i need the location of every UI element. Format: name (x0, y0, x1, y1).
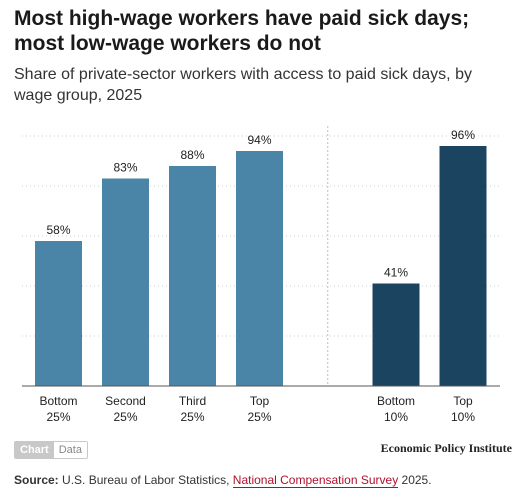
category-label: 25% (247, 410, 271, 424)
bar-chart: 58% Bottom 25% 83% Second 25% 88% Third 25% 94% To… (22, 126, 500, 424)
bar (169, 166, 216, 386)
data-label: 88% (180, 148, 204, 162)
source-prefix: Source: (14, 473, 59, 487)
brand-logo: Economic Policy Institute (380, 441, 512, 455)
bar (439, 146, 487, 386)
bar (372, 283, 420, 386)
bar (35, 241, 82, 386)
category-label: Top (453, 394, 473, 408)
data-label: 96% (451, 128, 475, 142)
category-label: 25% (180, 410, 204, 424)
chart-view-button[interactable]: Chart (15, 442, 54, 458)
category-label: 25% (113, 410, 137, 424)
category-label: Second (105, 394, 146, 408)
category-label: 10% (451, 410, 475, 424)
view-toggle: Chart Data (14, 441, 88, 459)
source-link[interactable]: National Compensation Survey (232, 473, 399, 488)
data-label: 94% (247, 133, 271, 147)
data-label: 41% (384, 266, 408, 280)
source-note: Source: U.S. Bureau of Labor Statistics,… (14, 472, 519, 488)
bar (102, 178, 149, 386)
category-label: Bottom (39, 394, 77, 408)
chart-title: Most high-wage workers have paid sick da… (14, 7, 470, 55)
data-label: 83% (113, 161, 137, 175)
category-label: 10% (384, 410, 408, 424)
data-view-button[interactable]: Data (53, 442, 87, 458)
category-label: Top (250, 394, 270, 408)
category-label: Bottom (377, 394, 415, 408)
category-label: 25% (46, 410, 70, 424)
source-text-end: 2025. (398, 473, 432, 487)
source-text: U.S. Bureau of Labor Statistics, (62, 473, 233, 487)
chart-subtitle: Share of private-sector workers with acc… (14, 66, 472, 104)
bar (236, 151, 283, 386)
category-label: Third (179, 394, 206, 408)
data-label: 58% (46, 223, 70, 237)
